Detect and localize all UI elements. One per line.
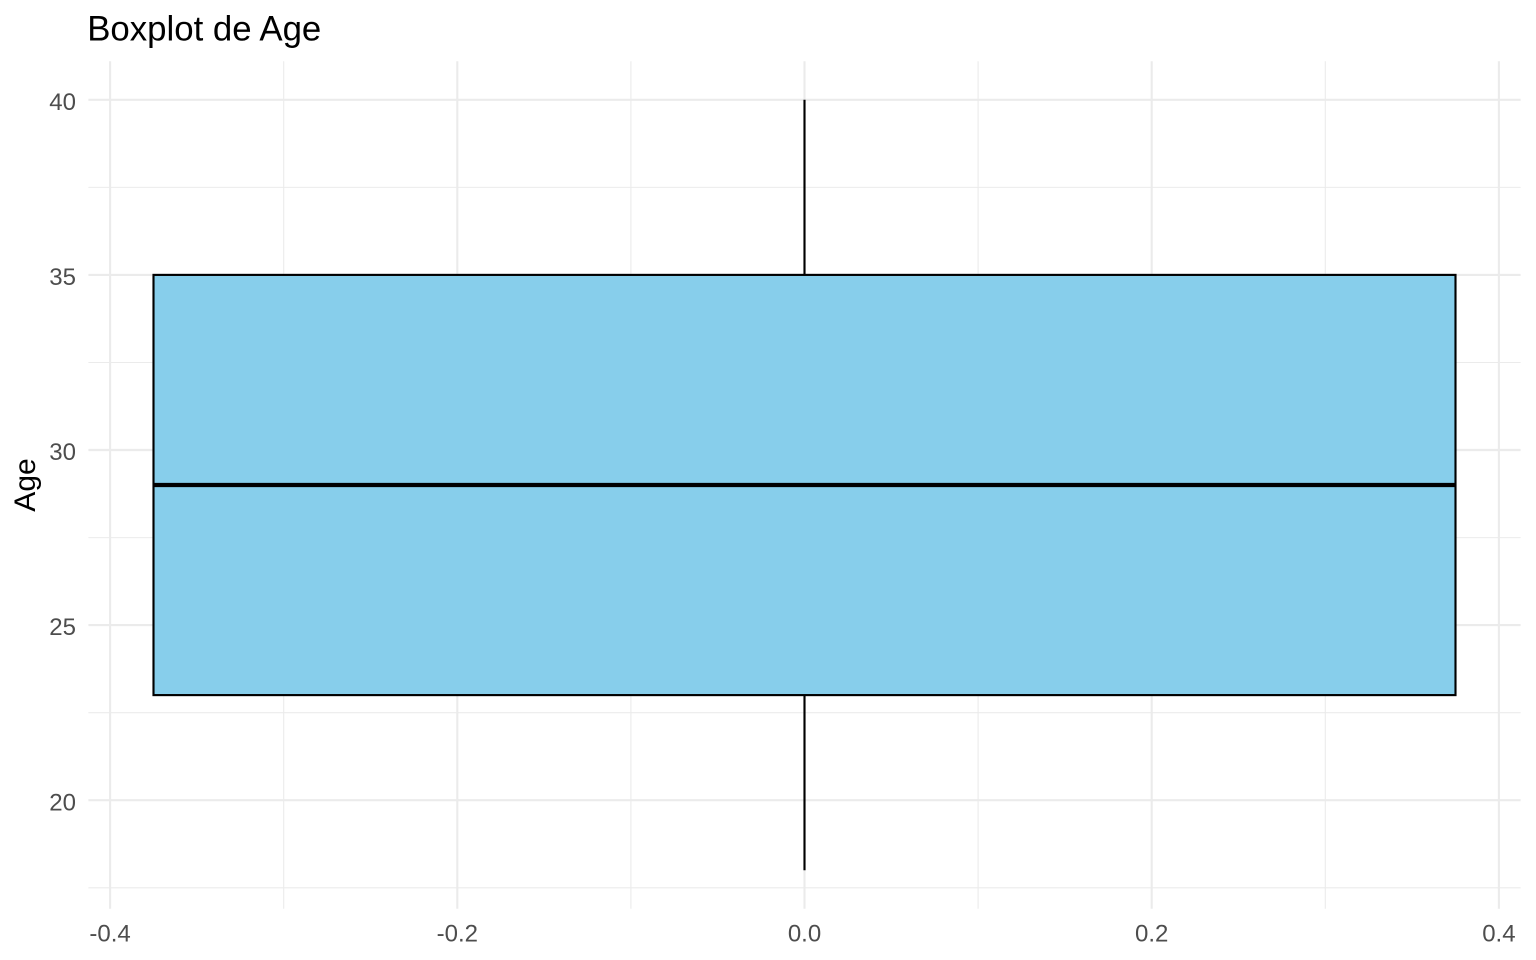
svg-text:-0.2: -0.2 xyxy=(437,920,478,947)
svg-text:-0.4: -0.4 xyxy=(89,920,130,947)
svg-text:0.2: 0.2 xyxy=(1135,920,1168,947)
svg-text:30: 30 xyxy=(49,439,76,466)
svg-text:35: 35 xyxy=(49,264,76,291)
svg-text:0.4: 0.4 xyxy=(1482,920,1515,947)
svg-text:Boxplot de Age: Boxplot de Age xyxy=(87,9,321,48)
svg-text:40: 40 xyxy=(49,89,76,116)
svg-text:20: 20 xyxy=(49,789,76,816)
svg-text:0.0: 0.0 xyxy=(788,920,821,947)
svg-text:Age: Age xyxy=(9,458,42,511)
svg-text:25: 25 xyxy=(49,614,76,641)
